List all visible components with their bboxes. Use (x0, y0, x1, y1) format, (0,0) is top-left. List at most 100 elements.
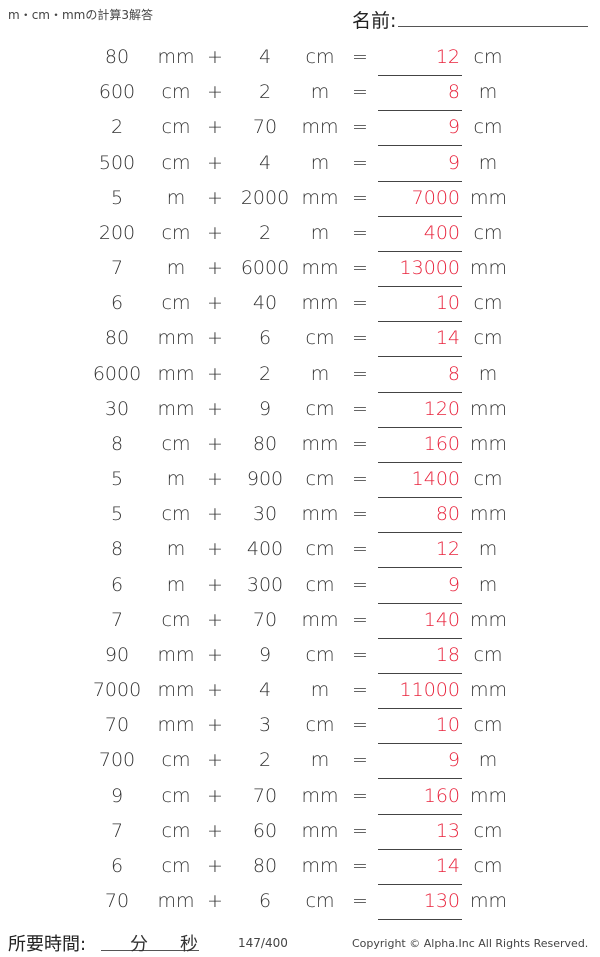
problem-row: 7000 mm +4 m = 11000 mm (0, 678, 600, 713)
equals-sign: = (352, 186, 368, 209)
first-unit: mm (157, 46, 195, 68)
problem-row: 7 cm +60 mm = 13 cm (0, 819, 600, 854)
plus-sign: + (207, 819, 223, 842)
first-number: 80 (104, 46, 130, 68)
equals-sign: = (352, 362, 368, 385)
time-field[interactable] (101, 950, 199, 951)
problem-row: 7 cm +70 mm = 140 mm (0, 608, 600, 643)
answer-line (378, 532, 462, 534)
answer: 9 (447, 749, 460, 772)
problem-row: 30 mm +9 cm = 120 mm (0, 397, 600, 432)
plus-sign: + (207, 714, 223, 737)
answer: 8 (447, 362, 460, 385)
answer-unit: m (478, 573, 498, 596)
second-unit: mm (301, 854, 339, 877)
answer-line (378, 497, 462, 499)
second-unit: cm (305, 327, 335, 350)
answer-unit: mm (470, 503, 508, 526)
first-unit: mm (157, 714, 195, 737)
equals-sign: = (352, 397, 368, 420)
second-unit: cm (305, 397, 335, 420)
plus-sign: + (207, 573, 223, 596)
second-number: 70 (252, 116, 278, 139)
name-label: 名前: (352, 10, 397, 32)
first-number: 8 (110, 432, 124, 455)
second-unit: cm (305, 714, 335, 737)
second-number: 70 (252, 608, 278, 631)
answer: 160 (423, 432, 460, 455)
plus-sign: + (207, 432, 223, 455)
answer-line (378, 321, 462, 323)
second-number: 900 (246, 468, 284, 491)
second-unit: mm (301, 819, 339, 842)
answer-unit: cm (473, 854, 503, 877)
answer-unit: cm (473, 468, 503, 491)
first-unit: cm (161, 151, 191, 174)
equals-sign: = (352, 679, 368, 702)
answer: 140 (423, 608, 460, 631)
plus-sign: + (207, 292, 223, 315)
answer-line (378, 461, 462, 463)
answer-line (378, 356, 462, 358)
time-label: 所要時間: (8, 934, 87, 955)
second-number: 3 (258, 714, 272, 737)
second-number: 9 (258, 643, 272, 666)
first-number: 80 (104, 327, 130, 350)
answer-unit: cm (473, 643, 503, 666)
answer: 10 (435, 292, 460, 315)
equals-sign: = (352, 46, 368, 68)
answer-line (378, 215, 462, 217)
problem-row: 90 mm +9 cm = 18 cm (0, 643, 600, 678)
second-number: 2000 (240, 186, 290, 209)
plus-sign: + (207, 503, 223, 526)
name-field[interactable] (398, 26, 588, 27)
answer: 9 (447, 151, 460, 174)
plus-sign: + (207, 784, 223, 807)
first-number: 700 (98, 749, 136, 772)
first-number: 6000 (92, 362, 142, 385)
plus-sign: + (207, 538, 223, 561)
second-unit: m (310, 362, 330, 385)
answer-line (378, 567, 462, 569)
equals-sign: = (352, 608, 368, 631)
answer-line (378, 813, 462, 815)
plus-sign: + (207, 608, 223, 631)
answer-unit: mm (470, 257, 508, 280)
first-number: 500 (98, 151, 136, 174)
answer-unit: cm (473, 292, 503, 315)
answer-unit: mm (470, 890, 508, 913)
plus-sign: + (207, 186, 223, 209)
second-unit: m (310, 151, 330, 174)
answer-unit: mm (470, 608, 508, 631)
answer-line (378, 180, 462, 182)
second-unit: cm (305, 46, 335, 68)
second-unit: mm (301, 257, 339, 280)
second-number: 9 (258, 397, 272, 420)
problem-row: 700 cm +2 m = 9 m (0, 748, 600, 783)
problem-row: 5 m +900 cm = 1400 cm (0, 467, 600, 502)
second-number: 6000 (240, 257, 290, 280)
plus-sign: + (207, 151, 223, 174)
problem-row: 6 cm +80 mm = 14 cm (0, 854, 600, 889)
second-number: 2 (258, 221, 272, 244)
answer-unit: mm (470, 397, 508, 420)
answer: 12 (435, 538, 460, 561)
answer: 14 (435, 854, 460, 877)
problem-row: 600 cm +2 m = 8 m (0, 80, 600, 115)
answer-unit: cm (473, 819, 503, 842)
equals-sign: = (352, 573, 368, 596)
second-unit: mm (301, 784, 339, 807)
first-unit: mm (157, 327, 195, 350)
second-unit: cm (305, 890, 335, 913)
plus-sign: + (207, 397, 223, 420)
first-unit: cm (161, 503, 191, 526)
second-number: 4 (258, 46, 272, 68)
problem-row: 70 mm +6 cm = 130 mm (0, 889, 600, 924)
second-unit: mm (301, 116, 339, 139)
equals-sign: = (352, 221, 368, 244)
answer-line (378, 602, 462, 604)
problem-row: 6 m +300 cm = 9 m (0, 573, 600, 608)
problem-row: 5 cm +30 mm = 80 mm (0, 502, 600, 537)
answer: 13 (435, 819, 460, 842)
first-unit: mm (157, 679, 195, 702)
